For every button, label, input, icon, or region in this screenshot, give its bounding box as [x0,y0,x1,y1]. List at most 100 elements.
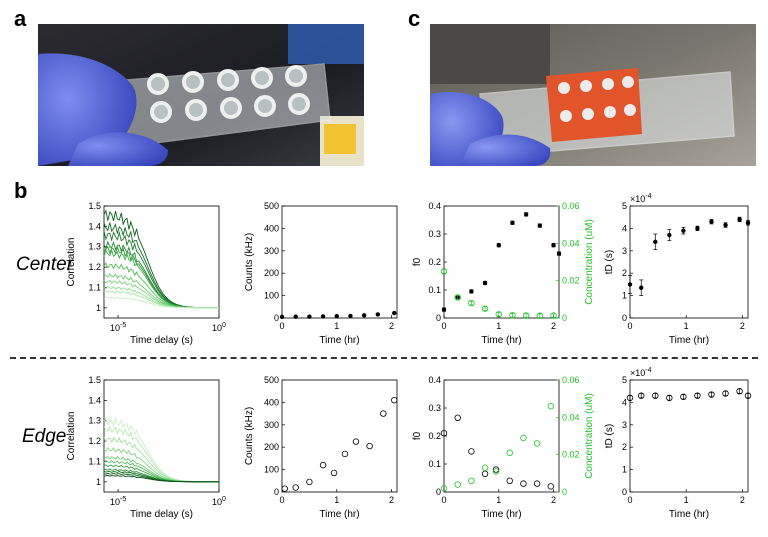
data-point [469,289,474,294]
data-point [506,449,513,456]
data-point [522,312,530,319]
chart-edge-f0-concentration: 0 0.1 0.2 0.3 0.4 0 1 2 Time (hr) f0 0 0.02 0.04 0.06… [412,375,595,520]
y-tick-label: 0.1 [428,459,441,469]
y2-tick-label: 0.02 [562,450,580,460]
x-tick-label: 100 [212,496,226,507]
data-point [709,219,714,224]
data-point [495,311,502,318]
data-point [440,430,448,437]
data-point [695,226,700,231]
data-point [454,481,461,488]
y-tick-label: 3 [622,420,627,430]
data-point [652,392,659,399]
y-tick-label: 1.5 [88,201,101,211]
chart-edge-diffusion-time: 0 1 2 3 4 5 0 1 2 Time (hr) tD (s) ×10-4 [604,367,752,520]
data-point [551,243,556,248]
data-point [520,434,527,442]
data-point [722,390,729,397]
x-tick-label: 2 [740,495,745,505]
chart-edge-counts: 0 100 200 300 400 500 0 1 2 Time (hr) Counts (kHz) [244,375,398,520]
data-point [736,388,743,395]
y-tick-label: 200 [264,442,279,452]
data-point [375,312,381,317]
x-tick-label: 2 [551,321,556,331]
x-tick-label: 2 [551,495,556,505]
data-point [320,314,326,319]
data-point [482,280,488,286]
data-point [307,314,312,319]
y-tick-label: 1 [622,291,627,301]
x-tick-label: 0 [627,321,632,331]
data-point [680,393,687,400]
x-tick-label: 0 [441,321,446,331]
x-tick-label: 1 [496,495,501,505]
y2-axis-label: Concentration (uM) [584,393,595,479]
data-point [366,442,373,450]
data-point [744,392,752,399]
panel-label-c: c [408,6,421,31]
data-point [330,469,338,477]
y-tick-label: 100 [264,465,279,475]
y-tick-label: 400 [264,223,279,233]
photo-slide-wells [38,24,364,166]
data-point [737,217,742,222]
y-tick-label: 1 [622,465,627,475]
x-axis-label: Time (hr) [669,509,709,520]
y-tick-label: 0.3 [428,403,441,413]
axis-multiplier: ×10-4 [630,367,652,378]
x-tick-label: 2 [740,321,745,331]
plot-area [443,205,560,319]
y-tick-label: 0.1 [428,285,441,295]
y-tick-label: 1 [96,303,101,313]
chart-center-counts: 0 100 200 300 400 500 0 1 2 Time (hr) Counts (kHz) [244,201,398,346]
data-point [547,402,554,410]
x-tick-label: 0 [279,321,284,331]
y-tick-label: 5 [622,201,627,211]
data-point [639,285,644,290]
x-tick-label: 1 [496,321,501,331]
y-tick-label: 0 [274,313,279,323]
y-tick-label: 1.4 [88,221,101,231]
y-tick-label: 5 [622,375,627,385]
y-tick-label: 1.5 [88,375,101,385]
plot-area [629,379,749,493]
x-tick-label: 1 [684,495,689,505]
y-tick-label: 0.2 [428,431,441,441]
y-tick-label: 1.1 [88,456,101,466]
data-point [441,307,447,312]
plot-area [443,379,560,493]
panel-label-b: b [14,178,28,203]
x-axis-label: Time (hr) [669,335,709,346]
data-point [638,392,645,399]
y2-tick-label: 0.04 [562,412,580,422]
data-point [547,483,554,490]
data-point [723,222,728,228]
y-axis-label: Counts (kHz) [244,233,255,291]
y-tick-label: 4 [622,397,627,407]
y-axis-label: f0 [412,257,423,266]
x-tick-label: 100 [212,322,226,333]
data-point [481,464,489,471]
y-tick-label: 500 [264,201,279,211]
data-point [533,440,541,447]
y-axis-label: Correlation [66,238,77,287]
data-point [481,470,489,477]
data-point [380,410,387,417]
x-axis-label: Time (hr) [481,509,521,520]
y-tick-label: 0 [622,487,627,497]
data-point [533,480,541,487]
data-point [481,305,489,312]
y-tick-label: 200 [264,268,279,278]
chart-center-diffusion-time: 0 1 2 3 4 5 0 1 2 Time (hr) tD (s) ×10-4 [604,193,751,346]
plot-area [103,379,220,493]
y-axis-label: tD (s) [604,424,615,448]
plot-area [281,205,398,319]
y2-tick-label: 0.02 [562,276,580,286]
data-point [348,313,353,319]
y-tick-label: 100 [264,291,279,301]
row-divider [10,357,758,359]
data-point [468,299,475,307]
data-point [510,220,515,225]
data-point [537,223,543,228]
y-tick-label: 1.3 [88,416,101,426]
